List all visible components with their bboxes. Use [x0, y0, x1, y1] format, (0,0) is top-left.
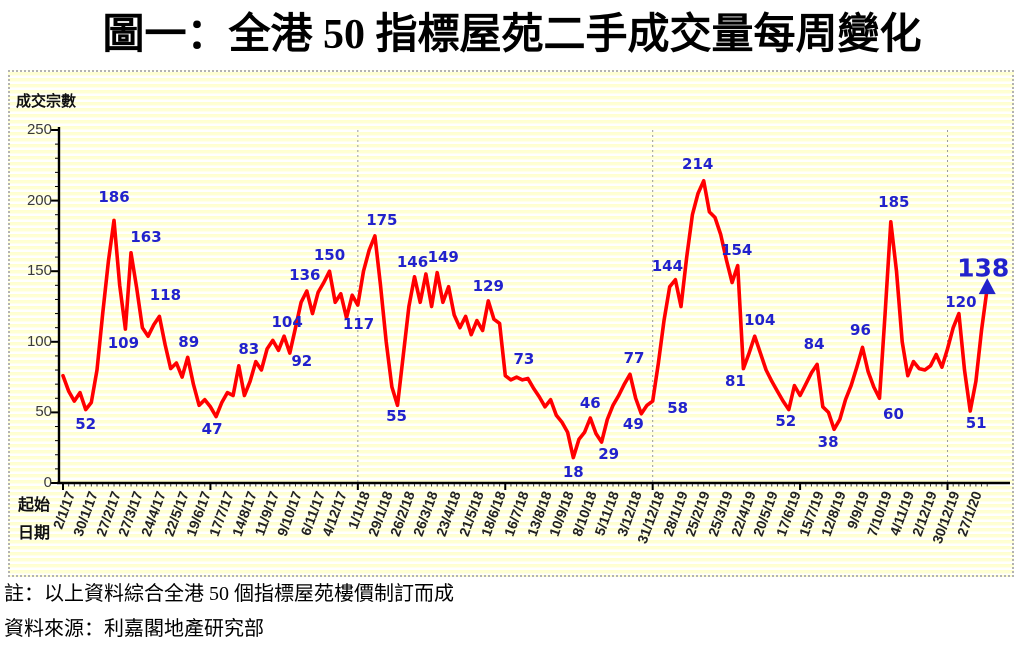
y-tick-label: 200: [26, 191, 52, 209]
data-point-label: 96: [850, 321, 871, 340]
data-point-label: 38: [817, 433, 839, 452]
data-point-label: 146: [396, 252, 429, 271]
data-point-label: 129: [472, 276, 504, 295]
y-tick-label: 100: [26, 332, 52, 350]
data-point-label: 163: [130, 227, 162, 246]
data-point-label: 154: [721, 240, 753, 259]
data-point-label: 186: [98, 188, 130, 207]
data-point-label: 117: [342, 314, 375, 333]
data-point-label: 149: [427, 247, 459, 266]
data-point-label: 120: [945, 292, 977, 311]
data-point-label: 175: [366, 210, 398, 229]
chart-title: 圖一：全港 50 指標屋苑二手成交量每周變化: [102, 12, 922, 58]
data-point-label: 58: [667, 399, 689, 418]
footnote: 註：以上資料綜合全港 50 個指標屋苑樓價制訂而成: [4, 583, 454, 605]
data-point-label: 84: [803, 335, 825, 354]
data-point-label: 73: [513, 349, 535, 368]
y-tick-label: 150: [26, 262, 52, 280]
data-point-label: 81: [724, 371, 746, 390]
data-point-label: 51: [965, 413, 987, 432]
y-tick-label: 50: [35, 403, 52, 421]
data-point-label: 104: [271, 313, 303, 332]
data-point-label: 60: [883, 405, 904, 424]
x-axis-title-line2: 日期: [18, 525, 51, 542]
data-point-label: 46: [579, 394, 601, 413]
y-tick-label: 0: [43, 474, 52, 491]
source-note: 資料來源：利嘉閣地產研究部: [4, 618, 264, 640]
data-point-label: 118: [149, 286, 182, 305]
data-point-label: 136: [289, 265, 321, 284]
data-point-label: 18: [562, 462, 584, 481]
y-axis-title: 成交宗數: [16, 93, 77, 110]
transactions-line-series: [61, 179, 990, 460]
data-point-label: 83: [238, 339, 260, 358]
chart-canvas: [51, 127, 1010, 490]
data-point-label: 89: [178, 333, 200, 352]
latest-value-label: 138: [957, 253, 1010, 283]
data-point-label: 77: [623, 349, 645, 368]
data-point-label: 150: [313, 246, 346, 265]
data-point-label: 52: [775, 411, 797, 430]
data-point-label: 55: [386, 407, 407, 426]
latest-point-up-arrow-icon: [978, 278, 996, 295]
y-tick-label: 250: [26, 121, 52, 138]
data-point-label: 214: [682, 154, 714, 173]
data-point-label: 109: [107, 334, 140, 353]
data-point-label: 29: [598, 445, 620, 464]
data-point-label: 47: [201, 419, 223, 438]
data-point-label: 92: [291, 352, 313, 371]
data-point-label: 185: [878, 192, 910, 211]
chart-plot-area: 成交宗數 起始 日期 0 50 100 150 200 250 2/1/17 30/1/17 2…: [8, 70, 1014, 577]
data-point-label: 49: [622, 414, 644, 433]
data-point-label: 104: [744, 311, 776, 330]
data-point-label: 52: [75, 414, 97, 433]
x-axis-title-line1: 起始: [18, 497, 51, 514]
data-point-label: 144: [651, 256, 684, 275]
x-axis-title: 起始 日期: [18, 492, 50, 548]
